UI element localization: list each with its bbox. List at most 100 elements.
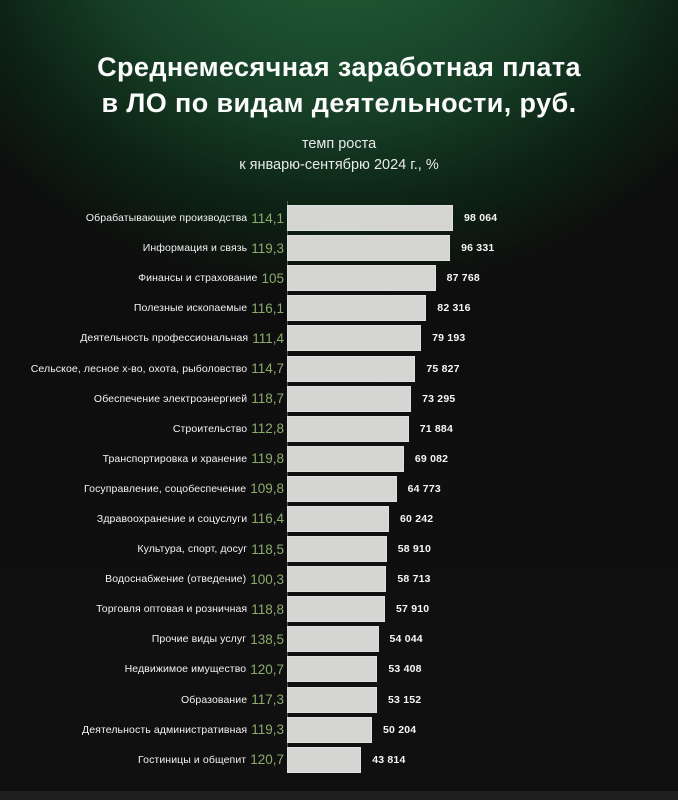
bar-row: Финансы и страхование 105 87 768: [0, 263, 678, 293]
value-label: 43 814: [372, 753, 406, 766]
title-line-2: в ЛО по видам деятельности, руб.: [101, 87, 577, 118]
value-label: 75 827: [426, 362, 460, 375]
row-labels: Гостиницы и общепит 120,7: [0, 752, 287, 767]
growth-rate-label: 120,7: [250, 752, 284, 768]
row-labels: Информация и связь 119,3: [0, 241, 287, 256]
category-label: Торговля оптовая и розничная: [96, 603, 248, 616]
bar: [287, 596, 385, 623]
bar: [287, 536, 387, 563]
growth-rate-label: 118,7: [251, 391, 284, 407]
chart-header: Среднемесячная заработная плата в ЛО по …: [0, 50, 678, 175]
subtitle-line-1: темп роста: [301, 136, 377, 153]
bar: [287, 235, 451, 262]
bar-row: Водоснабжение (отведение) 100,3 58 713: [0, 564, 678, 594]
bar: [287, 505, 389, 532]
bar-row: Гостиницы и общепит 120,7 43 814: [0, 745, 678, 775]
category-label: Образование: [181, 693, 248, 706]
category-label: Финансы и страхование: [138, 272, 258, 285]
bar-row: Обрабатывающие производства 114,1 98 064: [0, 203, 678, 233]
bar-row: Полезные ископаемые 116,1 82 316: [0, 293, 678, 323]
bar-row: Сельское, лесное х-во, охота, рыболовств…: [0, 353, 678, 383]
growth-rate-label: 118,8: [251, 601, 284, 617]
bar-row: Деятельность административная 119,3 50 204: [0, 715, 678, 745]
bar: [287, 475, 397, 502]
row-labels: Сельское, лесное х-во, охота, рыболовств…: [0, 361, 287, 376]
growth-rate-label: 120,7: [250, 661, 284, 677]
bottom-strip: [0, 791, 678, 800]
growth-rate-label: 105: [261, 270, 284, 286]
value-label: 54 044: [389, 633, 423, 646]
category-label: Деятельность административная: [82, 723, 248, 736]
growth-rate-label: 111,4: [252, 330, 284, 346]
title-line-1: Среднемесячная заработная плата: [97, 52, 581, 82]
row-labels: Деятельность административная 119,3: [0, 722, 287, 737]
bar-row: Недвижимое имущество 120,7 53 408: [0, 654, 678, 684]
row-labels: Прочие виды услуг 138,5: [0, 632, 287, 647]
row-labels: Строительство 112,8: [0, 421, 287, 436]
bar: [287, 325, 422, 352]
bar-row: Культура, спорт, досуг 118,5 58 910: [0, 534, 678, 564]
growth-rate-label: 116,4: [251, 511, 284, 527]
row-labels: Недвижимое имущество 120,7: [0, 662, 287, 677]
bar-row: Строительство 112,8 71 884: [0, 414, 678, 444]
bar-row: Госуправление, соцобеспечение 109,8 64 773: [0, 474, 678, 504]
bar-row: Образование 117,3 53 152: [0, 685, 678, 715]
growth-rate-label: 112,8: [251, 421, 284, 437]
value-label: 60 242: [400, 512, 434, 525]
growth-rate-label: 114,1: [251, 210, 284, 226]
bar-row: Торговля оптовая и розничная 118,8 57 910: [0, 594, 678, 624]
category-label: Здравоохранение и соцуслуги: [96, 512, 248, 525]
bar-chart: Обрабатывающие производства 114,1 98 064 Ин…: [0, 201, 678, 775]
growth-rate-label: 138,5: [250, 631, 284, 647]
category-label: Прочие виды услуг: [151, 633, 247, 646]
value-label: 58 713: [397, 573, 431, 586]
category-label: Строительство: [172, 422, 248, 435]
bar-row: Обеспечение электроэнергией 118,7 73 295: [0, 384, 678, 414]
category-label: Госуправление, соцобеспечение: [84, 482, 247, 495]
row-labels: Транспортировка и хранение 119,8: [0, 451, 287, 466]
category-label: Обрабатывающие производства: [85, 212, 248, 225]
category-label: Культура, спорт, досуг: [137, 543, 248, 556]
bar: [287, 656, 378, 683]
row-labels: Торговля оптовая и розничная 118,8: [0, 602, 287, 617]
bar-row: Прочие виды услуг 138,5 54 044: [0, 624, 678, 654]
category-label: Гостиницы и общепит: [138, 753, 247, 766]
row-labels: Культура, спорт, досуг 118,5: [0, 542, 287, 557]
row-labels: Водоснабжение (отведение) 100,3: [0, 572, 287, 587]
chart-subtitle: темп роста к январю-сентябрю 2024 г., %: [0, 134, 678, 175]
category-label: Полезные ископаемые: [133, 302, 248, 315]
growth-rate-label: 119,8: [251, 451, 284, 467]
growth-rate-label: 117,3: [251, 692, 284, 708]
category-label: Водоснабжение (отведение): [105, 573, 247, 586]
row-labels: Полезные ископаемые 116,1: [0, 301, 287, 316]
bar: [287, 265, 436, 292]
category-label: Транспортировка и хранение: [102, 452, 248, 465]
bar-row: Информация и связь 119,3 96 331: [0, 233, 678, 263]
value-label: 58 910: [397, 543, 432, 556]
bar: [287, 746, 362, 773]
bar-row: Транспортировка и хранение 119,8 69 082: [0, 444, 678, 474]
value-label: 79 193: [432, 332, 466, 345]
row-labels: Госуправление, соцобеспечение 109,8: [0, 481, 287, 496]
category-label: Обеспечение электроэнергией: [93, 392, 248, 405]
value-label: 53 408: [388, 663, 422, 676]
growth-rate-label: 109,8: [250, 481, 284, 497]
value-label: 87 768: [446, 272, 480, 285]
bar: [287, 205, 453, 232]
bar: [287, 415, 409, 442]
value-label: 82 316: [437, 302, 471, 315]
page-title: Среднемесячная заработная плата в ЛО по …: [0, 50, 678, 121]
row-labels: Обрабатывающие производства 114,1: [0, 211, 287, 226]
value-label: 57 910: [396, 603, 430, 616]
value-label: 96 331: [461, 242, 495, 255]
row-labels: Здравоохранение и соцуслуги 116,4: [0, 511, 287, 526]
value-label: 69 082: [414, 452, 449, 465]
bar-row: Здравоохранение и соцуслуги 116,4 60 242: [0, 504, 678, 534]
bar: [287, 566, 387, 593]
bar: [287, 686, 377, 713]
growth-rate-label: 114,7: [251, 361, 284, 377]
category-label: Информация и связь: [142, 242, 248, 255]
value-label: 53 152: [388, 693, 422, 706]
row-labels: Образование 117,3: [0, 692, 287, 707]
